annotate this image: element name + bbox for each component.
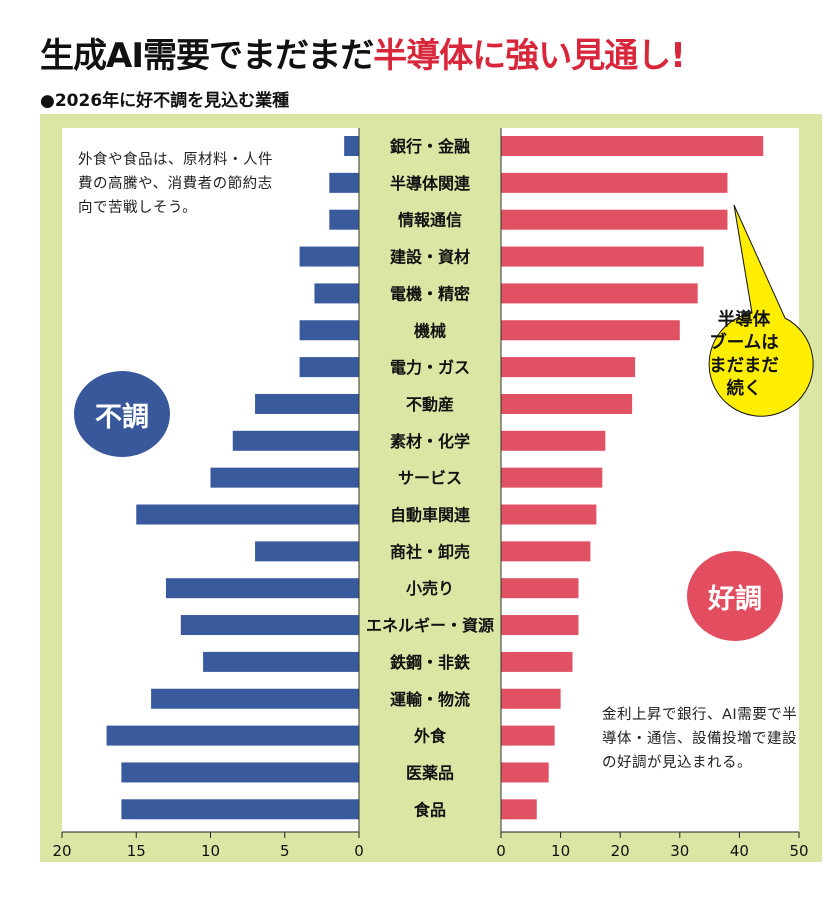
bar-bad <box>106 725 359 746</box>
bar-good <box>501 357 636 378</box>
bar-good <box>501 246 704 267</box>
left-tick-label: 20 <box>52 842 71 860</box>
bar-bad <box>329 172 359 193</box>
category-label: 電機・精密 <box>390 284 470 303</box>
category-label: 機械 <box>414 321 446 340</box>
category-label: 鉄鋼・非鉄 <box>390 653 470 672</box>
bar-bad <box>210 467 359 488</box>
bar-good <box>501 578 579 599</box>
bar-bad <box>136 504 359 525</box>
bar-bad <box>329 209 359 230</box>
category-label: 素材・化学 <box>390 432 470 451</box>
bar-good <box>501 688 561 709</box>
category-label: 銀行・金融 <box>390 137 470 156</box>
bar-good <box>501 136 764 156</box>
bar-bad <box>121 762 360 783</box>
right-tick-label: 20 <box>611 842 630 860</box>
chart-subtitle: ●2026年に好不調を見込む業種 <box>40 91 290 111</box>
category-label: エネルギー・資源 <box>366 616 494 635</box>
category-label: 電力・ガス <box>390 358 470 377</box>
category-label: 食品 <box>413 800 446 819</box>
bar-bad <box>151 688 359 709</box>
category-label: 自動車関連 <box>390 506 471 525</box>
bar-bad <box>299 357 359 378</box>
category-label: 外食 <box>413 727 447 746</box>
right-tick-label: 0 <box>496 842 506 860</box>
left-tick-label: 5 <box>280 842 290 860</box>
bar-good <box>501 799 537 820</box>
callout-text: 半導体 ブームは まだまだ 続く <box>709 310 779 399</box>
bar-chart: 銀行・金融半導体関連情報通信建設・資材電機・精密機械電力・ガス不動産素材・化学サ… <box>40 114 822 862</box>
bar-bad <box>299 320 359 341</box>
bar-bad <box>121 799 360 820</box>
title-part-2: 半導体に強い見通し! <box>373 36 686 76</box>
bar-bad <box>314 283 359 304</box>
bar-good <box>501 209 728 230</box>
bar-good <box>501 541 591 562</box>
category-label: 不動産 <box>406 395 454 414</box>
page-title: 生成AI需要でまだまだ半導体に強い見通し! <box>40 28 686 78</box>
bar-good <box>501 762 549 783</box>
badge-good: 好調 <box>687 551 783 641</box>
right-tick-label: 30 <box>670 842 689 860</box>
right-tick-label: 50 <box>789 842 808 860</box>
bar-good <box>501 393 633 414</box>
bar-good <box>501 467 603 488</box>
left-tick-label: 0 <box>354 842 364 860</box>
bar-bad <box>344 136 359 156</box>
category-label: 医薬品 <box>406 763 454 782</box>
left-tick-label: 10 <box>201 842 220 860</box>
bar-bad <box>232 430 359 451</box>
note-left: 外食や食品は、原材料・人件費の高騰や、消費者の節約志向で苦戦しそう。 <box>78 152 273 216</box>
bar-good <box>501 651 573 672</box>
bar-good <box>501 504 597 525</box>
bar-good <box>501 172 728 193</box>
right-tick-label: 10 <box>551 842 570 860</box>
bar-bad <box>180 615 359 636</box>
category-label: 情報通信 <box>398 211 462 230</box>
bar-good <box>501 725 555 746</box>
category-label: 半導体関連 <box>390 174 471 193</box>
category-label: 建設・資材 <box>390 248 470 267</box>
note-right: 金利上昇で銀行、AI需要で半導体・通信、設備投増で建設の好調が見込まれる。 <box>602 707 798 771</box>
left-tick-label: 15 <box>127 842 146 860</box>
bar-bad <box>299 246 359 267</box>
bar-bad <box>255 393 359 414</box>
category-label: 運輸・物流 <box>390 690 470 709</box>
bar-good <box>501 320 680 341</box>
badge-bad: 不調 <box>74 371 170 457</box>
bar-good <box>501 430 606 451</box>
category-label: 商社・卸売 <box>390 542 470 561</box>
bar-bad <box>255 541 359 562</box>
bar-good <box>501 283 698 304</box>
right-tick-label: 40 <box>730 842 749 860</box>
title-part-1: 生成AI需要でまだまだ <box>40 36 374 76</box>
bar-bad <box>203 651 359 672</box>
category-label: サービス <box>398 469 462 488</box>
category-label: 小売り <box>406 579 454 598</box>
bar-bad <box>165 578 359 599</box>
bar-good <box>501 615 579 636</box>
